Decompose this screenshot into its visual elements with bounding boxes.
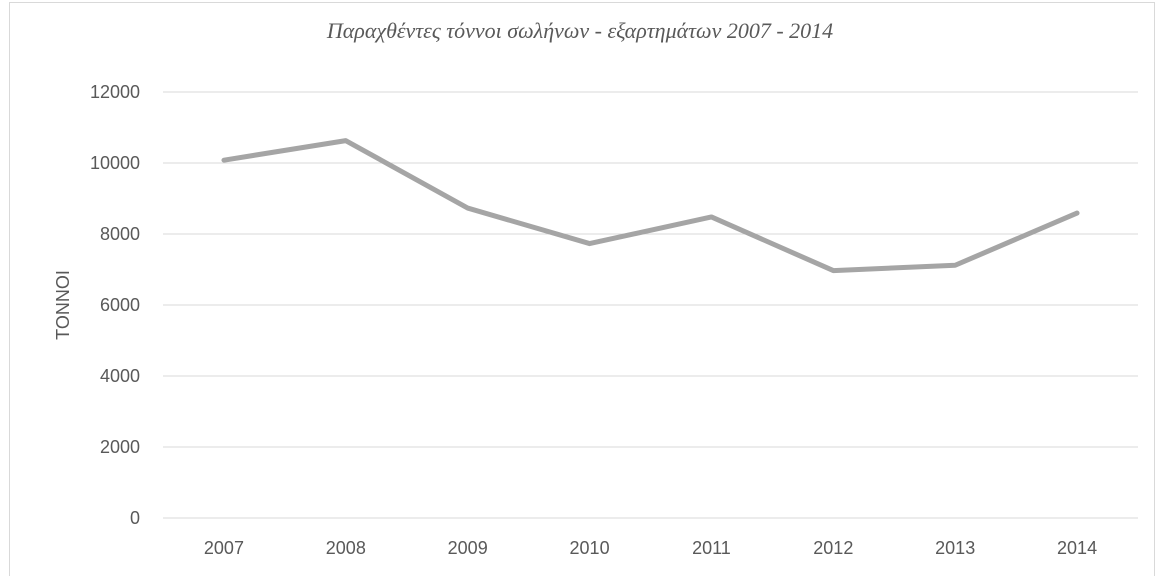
y-axis-ticks: 0 2000 4000 6000 8000 10000 12000: [90, 82, 140, 528]
y-tick-label-5: 10000: [90, 153, 140, 173]
x-axis-ticks: 2007 2008 2009 2010 2011 2012 2013 2014: [204, 538, 1097, 558]
series-line-0: [221, 138, 1080, 274]
y-tick-label-6: 12000: [90, 82, 140, 102]
chart-title: Παραχθέντες τόννοι σωλήνων - εξαρτημάτων…: [326, 18, 833, 43]
x-tick-label-3: 2010: [570, 538, 610, 558]
gridlines: [163, 91, 1138, 519]
x-tick-label-7: 2014: [1057, 538, 1097, 558]
x-tick-label-6: 2013: [935, 538, 975, 558]
y-tick-label-0: 0: [130, 508, 140, 528]
x-tick-label-4: 2011: [692, 538, 731, 558]
y-tick-label-3: 6000: [100, 295, 140, 315]
series-layer: [221, 138, 1080, 274]
x-tick-label-1: 2008: [326, 538, 366, 558]
chart-frame: [9, 2, 1155, 576]
y-tick-label-1: 2000: [100, 437, 140, 457]
x-tick-label-0: 2007: [204, 538, 244, 558]
x-tick-label-2: 2009: [448, 538, 488, 558]
y-tick-label-4: 8000: [100, 224, 140, 244]
x-tick-label-5: 2012: [813, 538, 853, 558]
y-axis-label: ΤΟΝΝΟΙ: [53, 270, 73, 340]
y-tick-label-2: 4000: [100, 366, 140, 386]
